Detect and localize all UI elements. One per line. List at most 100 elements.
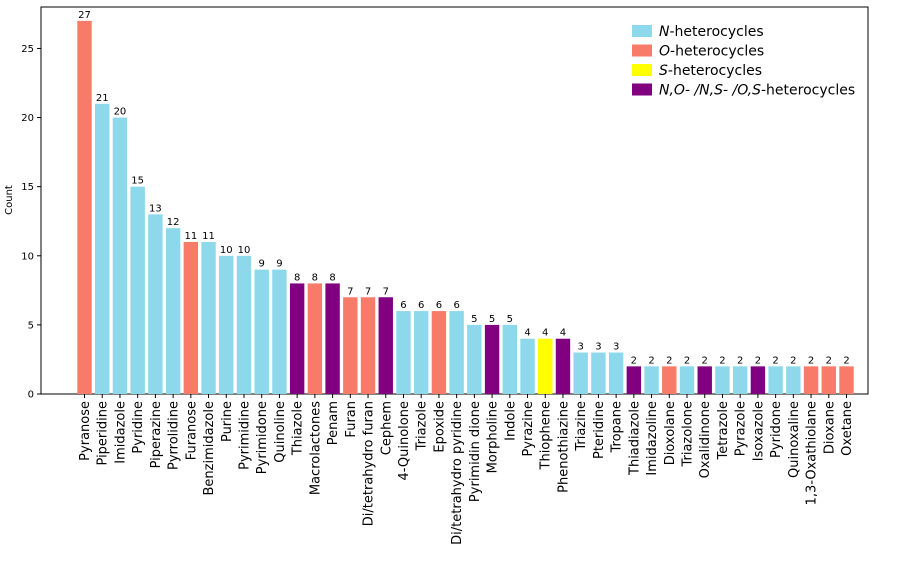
y-tick-label: 20	[21, 113, 34, 124]
x-tick-label: Tropane	[610, 401, 625, 454]
bar-value-label: 2	[808, 355, 814, 366]
bar	[77, 20, 92, 394]
x-tick-label: Tetrazole	[716, 401, 731, 461]
bar	[591, 352, 606, 394]
bar	[573, 352, 588, 394]
bar-value-label: 11	[202, 231, 215, 242]
x-tick-label: Thiadiazole	[627, 401, 642, 476]
bar-value-label: 15	[131, 176, 144, 187]
x-tick-label: Isoxazole	[751, 401, 766, 461]
x-tick-label: Di/tetrahydro pyridine	[450, 401, 465, 545]
x-tick-label: Macrolactones	[308, 401, 323, 495]
bar-value-label: 2	[666, 355, 672, 366]
bar-value-label: 13	[149, 203, 162, 214]
bars-group	[77, 20, 854, 395]
bar-value-label: 4	[524, 328, 530, 339]
bar-value-label: 2	[631, 355, 637, 366]
x-tick-label: Indole	[503, 401, 518, 441]
x-tick-label: Thiophene	[539, 401, 554, 470]
x-tick-label: Triazole	[415, 401, 430, 451]
bar	[484, 324, 500, 394]
bar	[821, 366, 836, 394]
bar	[644, 366, 659, 394]
x-tick-label: Quinoxaline	[787, 401, 802, 478]
bar-value-label: 6	[400, 300, 406, 311]
x-tick-label: Epoxide	[432, 401, 447, 453]
x-tick-label: Pyranose	[78, 401, 93, 461]
bar-value-label: 2	[737, 355, 743, 366]
bar	[502, 324, 518, 394]
bar	[360, 297, 376, 394]
bar-value-label: 9	[259, 259, 265, 270]
y-axis: 0 5 10 15 20 25	[21, 44, 41, 401]
bar	[112, 117, 128, 395]
bar-value-label: 3	[595, 342, 601, 353]
x-tick-label: Benzimidazole	[202, 401, 217, 495]
bar	[254, 269, 269, 394]
x-tick-label: Furan	[344, 401, 359, 438]
bar-value-label: 20	[114, 107, 127, 118]
x-tick-label: Pyridone	[769, 401, 784, 458]
bar	[555, 338, 571, 394]
category-labels-group: Pyranose Piperidine Imidazole Pyridine Piper…	[78, 394, 855, 545]
bar	[715, 366, 730, 394]
x-tick-label: Oxetane	[840, 401, 855, 456]
bar	[538, 338, 553, 394]
bar	[431, 311, 447, 394]
bar-value-label: 7	[347, 286, 353, 297]
bar-value-label: 9	[276, 259, 282, 270]
bar	[608, 352, 624, 394]
x-tick-label: Pyrimidone	[255, 401, 270, 474]
x-tick-label: Dioxane	[822, 401, 837, 454]
x-tick-label: Pyrazine	[521, 401, 536, 457]
bar	[307, 283, 323, 394]
bar-value-label: 5	[471, 314, 477, 325]
bar-value-label: 7	[365, 286, 371, 297]
bar	[697, 366, 712, 394]
bar	[289, 283, 305, 394]
bar	[396, 311, 411, 394]
bar-value-label: 4	[542, 328, 548, 339]
bar	[343, 297, 358, 394]
y-axis-title: Count	[4, 185, 15, 215]
bar	[449, 311, 464, 394]
bar	[130, 186, 145, 394]
bar	[325, 283, 340, 394]
bar	[148, 214, 163, 394]
x-tick-label: Dioxolane	[663, 401, 678, 465]
bar-value-label: 11	[184, 231, 197, 242]
legend: N-heterocycles O-heterocycles S-heterocycl…	[632, 24, 855, 99]
bar-value-label: 8	[312, 272, 318, 283]
x-tick-label: Pyrrolidine	[167, 401, 182, 470]
x-tick-label: Pyrazole	[734, 401, 749, 456]
y-tick-label: 15	[21, 182, 34, 193]
bar-value-label: 10	[238, 245, 251, 256]
x-tick-label: 1,3-Oxathiolane	[805, 401, 820, 505]
bar	[236, 255, 252, 394]
legend-label: N-heterocycles	[659, 24, 764, 40]
x-tick-label: Triazine	[574, 401, 589, 452]
legend-swatch	[632, 25, 652, 37]
x-tick-label: Triazolone	[681, 401, 696, 468]
legend-label: S-heterocycles	[659, 63, 762, 79]
bar	[201, 241, 216, 394]
x-tick-label: Di/tetrahydro furan	[362, 401, 377, 526]
bar	[786, 366, 801, 394]
x-tick-label: Imidazole	[113, 401, 128, 464]
bar-value-label: 2	[843, 355, 849, 366]
bar	[467, 324, 482, 394]
legend-label: O-heterocycles	[659, 44, 764, 60]
bar	[378, 297, 393, 394]
bar	[626, 366, 642, 394]
x-tick-label: Cephem	[379, 401, 394, 455]
bar-value-label: 5	[507, 314, 513, 325]
x-tick-label: Pyridine	[131, 401, 146, 454]
x-tick-label: Thiazole	[291, 401, 306, 456]
x-tick-label: 4-Quinolone	[397, 401, 412, 481]
bar-value-label: 3	[613, 342, 619, 353]
legend-label: N,O- /N,S- /O,S-heterocycles	[659, 83, 855, 99]
x-tick-label: Imidazoline	[645, 401, 660, 476]
bar-value-label: 2	[826, 355, 832, 366]
bar	[679, 366, 695, 394]
